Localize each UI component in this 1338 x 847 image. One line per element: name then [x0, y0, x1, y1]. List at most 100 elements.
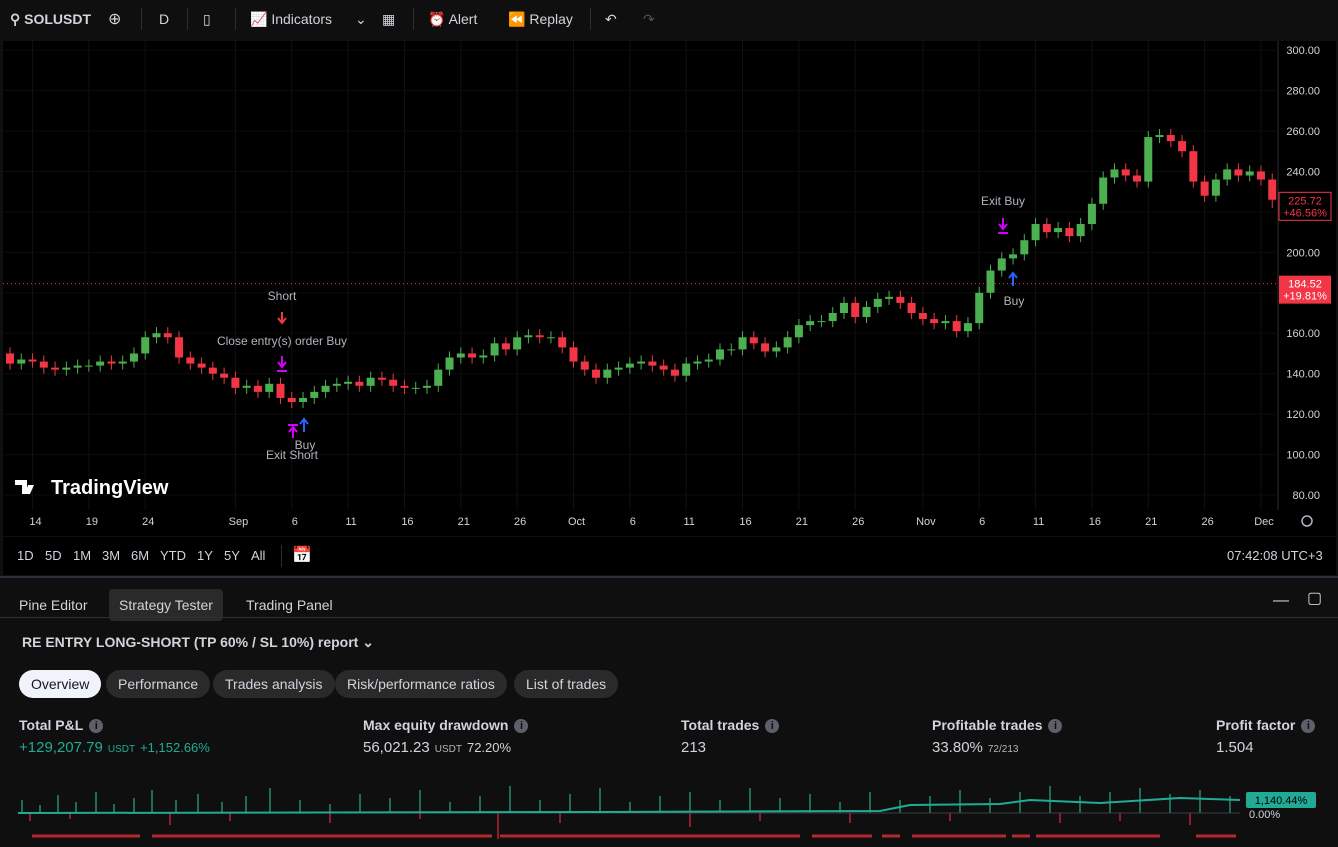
candle-body	[1268, 180, 1276, 200]
chart-type[interactable]: ▯	[203, 11, 211, 28]
y-tick-label: 300.00	[1286, 45, 1320, 57]
ref-change-label: +19.81%	[1283, 291, 1327, 303]
report-tab[interactable]: Performance	[106, 670, 210, 698]
x-tick-label: Oct	[568, 516, 585, 528]
info-icon[interactable]: i	[514, 719, 528, 733]
redo[interactable]: ↷	[643, 11, 655, 28]
range-button[interactable]: 5D	[45, 548, 62, 563]
candle-body	[524, 335, 532, 337]
interval[interactable]: D	[159, 11, 169, 27]
metric-unit: USDT	[108, 744, 135, 755]
date-range-icon[interactable]: 📅	[292, 545, 312, 565]
tabs-divider	[0, 617, 1338, 618]
y-tick-label: 140.00	[1286, 369, 1320, 381]
info-icon[interactable]: i	[89, 719, 103, 733]
info-icon[interactable]: i	[765, 719, 779, 733]
panel-divider	[0, 576, 1338, 578]
candle-body	[141, 337, 149, 353]
x-tick-label: 6	[979, 516, 985, 528]
range-button[interactable]: 3M	[102, 548, 120, 563]
y-tick-label: 120.00	[1286, 409, 1320, 421]
candle-body	[885, 297, 893, 299]
x-tick-label: 19	[86, 516, 98, 528]
candle-body	[468, 353, 476, 357]
range-button[interactable]: All	[251, 548, 265, 563]
x-tick-label: 21	[1145, 516, 1157, 528]
metric-value: +129,207.79USDT+1,152.66%	[19, 739, 215, 756]
range-button[interactable]: 1Y	[197, 548, 213, 563]
candle-body	[975, 293, 983, 323]
candle-body	[1077, 224, 1085, 236]
candle-body	[367, 378, 375, 386]
candle-body	[784, 337, 792, 347]
report-tab[interactable]: List of trades	[514, 670, 618, 698]
range-button[interactable]: 5Y	[224, 548, 240, 563]
candle-body	[153, 333, 161, 337]
candle-body	[276, 384, 284, 398]
report-title[interactable]: RE ENTRY LONG-SHORT (TP 60% / SL 10%) re…	[22, 634, 374, 651]
alert-button[interactable]: ⏰ Alert	[428, 11, 477, 28]
x-tick-label: Dec	[1254, 516, 1274, 528]
clock: 07:42:08 UTC+3	[1227, 548, 1323, 563]
annotation: Close entry(s) order Buy	[217, 334, 347, 348]
candle-body	[536, 335, 544, 337]
annotation: Exit Short	[266, 448, 319, 462]
candle-body	[107, 362, 115, 364]
candle-body	[1032, 224, 1040, 240]
candle-body	[626, 364, 634, 368]
indicators-button[interactable]: 📈 Indicators	[250, 11, 332, 28]
candle-body	[592, 370, 600, 378]
candle-body	[615, 368, 623, 370]
replay-button[interactable]: ⏪ Replay	[508, 11, 573, 28]
range-button[interactable]: 1D	[17, 548, 34, 563]
candle-body	[558, 337, 566, 347]
minimize[interactable]: —	[1273, 592, 1289, 610]
candle-body	[1054, 228, 1062, 232]
range-button[interactable]: 6M	[131, 548, 149, 563]
last-change-label: +46.56%	[1283, 207, 1327, 219]
layouts[interactable]: ▦	[382, 11, 395, 28]
candle-body	[547, 337, 555, 338]
maximize[interactable]: ▢	[1307, 588, 1322, 608]
candle-body	[6, 353, 14, 363]
add-symbol[interactable]: ⊕	[108, 9, 121, 29]
candle-body	[930, 319, 938, 323]
metric-extra: +1,152.66%	[140, 740, 210, 755]
candle-body	[51, 368, 59, 370]
chart-bg	[3, 41, 1336, 536]
range-button[interactable]: YTD	[160, 548, 186, 563]
report-tab[interactable]: Trades analysis	[213, 670, 335, 698]
candle-body	[322, 386, 330, 392]
candle-body	[400, 386, 408, 388]
y-tick-label: 80.00	[1292, 490, 1320, 502]
last-price-label: 225.72	[1288, 195, 1322, 207]
x-tick-label: 26	[852, 516, 864, 528]
range-button[interactable]: 1M	[73, 548, 91, 563]
undo[interactable]: ↶	[605, 11, 617, 28]
info-icon[interactable]: i	[1048, 719, 1062, 733]
candle-body	[986, 271, 994, 293]
candle-body	[581, 362, 589, 370]
indicators-menu[interactable]: ⌄	[355, 11, 367, 28]
y-tick-label: 240.00	[1286, 166, 1320, 178]
candle-body	[1110, 169, 1118, 177]
report-tab[interactable]: Overview	[19, 670, 101, 698]
candle-body	[378, 378, 386, 380]
symbol-search[interactable]: ⚲ SOLUSDT	[10, 11, 91, 28]
candle-body	[1099, 178, 1107, 204]
candle-body	[513, 337, 521, 349]
candle-body	[1020, 240, 1028, 254]
candle-body	[164, 333, 172, 337]
candle-body	[220, 374, 228, 378]
candle-body	[265, 384, 273, 392]
metric-value: 56,021.23USDT72.20%	[363, 739, 516, 756]
candle-body	[434, 370, 442, 386]
info-icon[interactable]: i	[1301, 719, 1315, 733]
metric-value: 213	[681, 739, 711, 756]
x-tick-label: 24	[142, 516, 154, 528]
candle-body	[1234, 169, 1242, 175]
candle-body	[772, 347, 780, 351]
report-tab[interactable]: Risk/performance ratios	[335, 670, 507, 698]
